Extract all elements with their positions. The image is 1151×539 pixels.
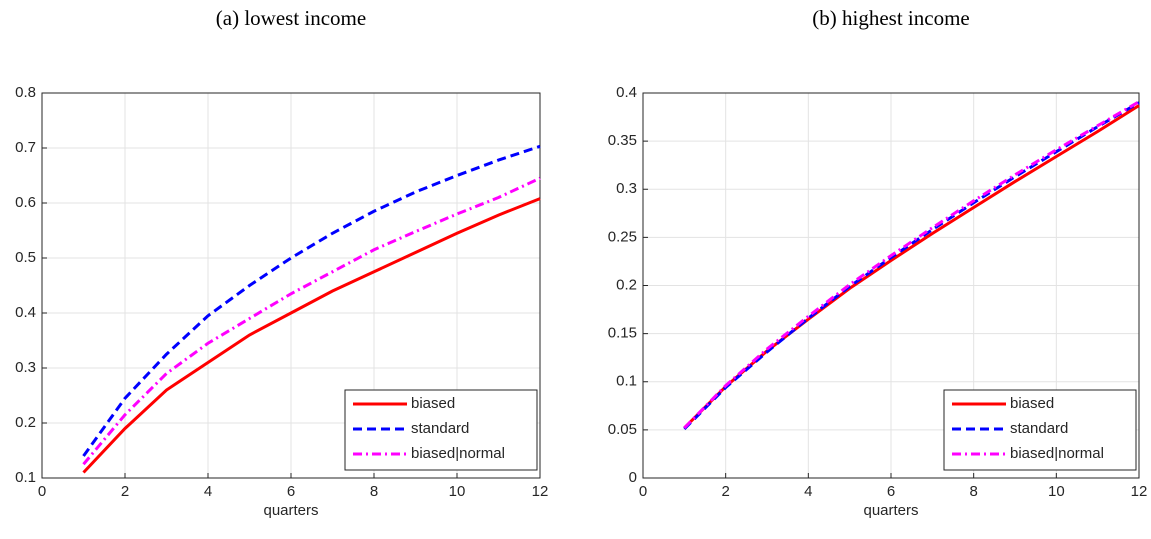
x-tick-label: 4 [804,483,812,500]
x-axis-label: quarters [863,502,918,519]
y-tick-label: 0.25 [608,228,637,245]
x-tick-label: 6 [287,483,295,500]
chart: (b) highest income 0 2 4 6 8 10 12 0 0.05 0.1 0.15 0… [608,6,1148,519]
y-tick-label: 0.35 [608,132,637,149]
x-tick-label: 2 [721,483,729,500]
y-tick-label: 0.5 [15,249,36,266]
line-series [82,176,541,466]
line-series [82,144,541,457]
x-tick-label: 8 [969,483,977,500]
x-tick-label: 0 [38,483,46,500]
x-axis-label: quarters [263,502,318,519]
y-tick-label: 0.3 [616,180,637,197]
line-series [82,197,541,474]
legend-label: biased|normal [1010,445,1104,462]
y-tick-label: 0.8 [15,84,36,101]
x-tick-label: 10 [449,483,466,500]
y-tick-label: 0.4 [616,84,637,101]
x-tick-label: 12 [532,483,549,500]
chart: (a) lowest income 0 2 4 6 8 10 12 0.1 0.2 0.3 0.4 0.… [15,6,548,519]
y-tick-label: 0 [629,469,637,486]
legend-label: standard [1010,420,1068,437]
x-tick-label: 8 [370,483,378,500]
line-series [683,101,1140,430]
axes-box [41,92,541,479]
y-tick-label: 0.6 [15,194,36,211]
legend-label: biased [1010,395,1054,412]
chart-title: (b) highest income [812,6,969,30]
y-tick-label: 0.2 [15,414,36,431]
chart-title: (a) lowest income [216,6,366,30]
x-tick-label: 10 [1048,483,1065,500]
x-tick-label: 12 [1131,483,1148,500]
y-tick-label: 0.3 [15,359,36,376]
y-tick-label: 0.2 [616,276,637,293]
y-tick-label: 0.05 [608,421,637,438]
y-tick-label: 0.1 [616,373,637,390]
legend-label: biased [411,395,455,412]
y-tick-label: 0.1 [15,469,36,486]
axes-box [642,92,1140,479]
x-tick-label: 0 [639,483,647,500]
y-tick-label: 0.4 [15,304,36,321]
x-tick-label: 4 [204,483,212,500]
y-tick-label: 0.7 [15,139,36,156]
y-tick-label: 0.15 [608,325,637,342]
legend-label: standard [411,420,469,437]
legend-label: biased|normal [411,445,505,462]
x-tick-label: 2 [121,483,129,500]
x-tick-label: 6 [887,483,895,500]
